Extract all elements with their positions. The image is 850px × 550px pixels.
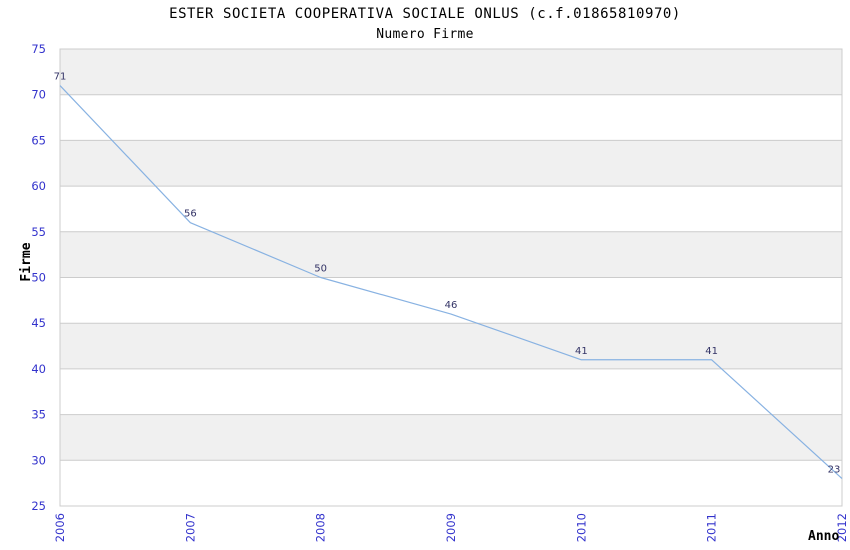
data-point-label: 41 (705, 346, 718, 357)
y-tick-label: 45 (31, 316, 46, 330)
x-tick-label: 2010 (574, 513, 588, 542)
x-tick-label: 2011 (705, 513, 719, 542)
plot-band (60, 49, 842, 95)
x-tick-label: 2012 (835, 513, 849, 542)
y-tick-label: 50 (31, 271, 46, 285)
y-tick-label: 55 (31, 225, 46, 239)
x-tick-label: 2007 (183, 513, 197, 542)
plot-band (60, 231, 842, 278)
data-point-labels: 71 56 50 46 41 41 23 (54, 72, 841, 476)
data-point-label: 71 (54, 72, 67, 83)
chart-subtitle: Numero Firme (376, 27, 474, 42)
x-tick-label: 2006 (53, 513, 67, 542)
y-tick-label: 60 (31, 179, 46, 193)
y-tick-label: 40 (31, 362, 46, 376)
plot-band (60, 323, 842, 369)
plot-bands (60, 49, 842, 461)
y-tick-label: 70 (31, 88, 46, 102)
series-line (59, 85, 843, 480)
gridlines (60, 94, 842, 461)
y-tick-label: 25 (31, 499, 46, 513)
plot-band (60, 414, 842, 461)
plot-border-group (59, 48, 843, 507)
data-point-label: 50 (314, 264, 327, 275)
x-tick-label: 2009 (444, 513, 458, 542)
plot-band (60, 140, 842, 187)
y-tick-label: 65 (31, 133, 46, 147)
x-axis-tick-labels: 2006 2007 2008 2009 2010 2011 2012 (53, 513, 849, 542)
y-axis-title: Firme (19, 242, 34, 281)
y-tick-label: 35 (31, 408, 46, 422)
y-tick-label: 30 (31, 453, 46, 467)
series-line-group (59, 85, 843, 480)
data-point-label: 23 (828, 465, 841, 476)
data-point-label: 41 (575, 346, 588, 357)
x-tick-label: 2008 (314, 513, 328, 542)
x-axis-title: Anno (808, 529, 839, 544)
y-tick-label: 75 (31, 42, 46, 56)
data-point-label: 46 (445, 300, 458, 311)
chart-title: ESTER SOCIETA COOPERATIVA SOCIALE ONLUS … (169, 6, 681, 22)
data-point-label: 56 (184, 209, 197, 220)
y-axis-tick-labels: 25 30 35 40 45 50 55 60 65 70 75 (31, 42, 46, 513)
plot-border (59, 48, 843, 507)
